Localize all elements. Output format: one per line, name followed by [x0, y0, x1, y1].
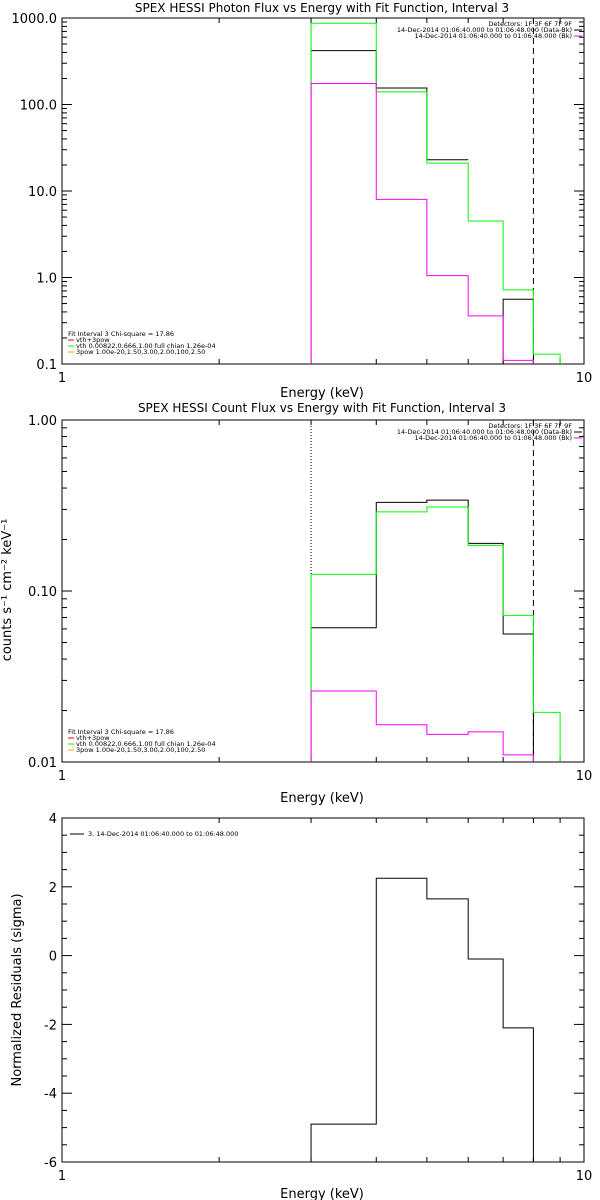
photon-flux-y-tick-label: 100.0	[20, 99, 57, 114]
photon-flux-y-tick-label: 10.0	[28, 185, 57, 200]
photon-flux-fit-legend-entry: Fit Interval 3 Chi-square = 17.86	[68, 330, 174, 338]
count-flux-x-tick-label: 10	[576, 769, 593, 784]
photon-flux-fit-legend-entry: vth 0.00822,0.666,1.00 full chian 1.26e-…	[76, 342, 216, 350]
count-flux-series-0	[310, 499, 534, 762]
residuals-xlabel: Energy (keV)	[280, 1187, 364, 1200]
count-flux-xlabel: Energy (keV)	[280, 791, 364, 806]
residuals-frame	[61, 817, 585, 1163]
count-flux-series-1	[310, 506, 561, 762]
count-flux-frame	[61, 419, 585, 763]
residuals-y-tick-label: 0	[49, 950, 57, 965]
photon-flux-fit-legend-entry: vth+3pow	[76, 336, 110, 344]
count-flux-y-tick-label: 0.01	[28, 756, 57, 771]
count-flux-title: SPEX HESSI Count Flux vs Energy with Fit…	[138, 401, 506, 415]
residuals-y-tick-label: -4	[44, 1087, 57, 1102]
count-flux-legend-entry: 14-Dec-2014 01:06:40.000 to 01:06:48.000…	[397, 428, 572, 436]
photon-flux-panel: SPEX HESSI Photon Flux vs Energy with Fi…	[12, 1, 593, 401]
count-flux-y-tick-label: 0.10	[28, 585, 57, 600]
count-flux-ylabel: counts s⁻¹ cm⁻² keV⁻¹	[0, 519, 15, 662]
count-flux-fit-legend-entry: vth+3pow	[76, 734, 110, 742]
photon-flux-title: SPEX HESSI Photon Flux vs Energy with Fi…	[135, 1, 509, 15]
count-flux-fit-legend-entry: vth 0.00822,0.666,1.00 full chian 1.26e-…	[76, 740, 216, 748]
residuals-y-tick-label: 4	[49, 812, 57, 827]
photon-flux-y-tick-label: 1.0	[36, 272, 57, 287]
residuals-y-tick-label: -6	[44, 1156, 57, 1171]
photon-flux-y-tick-label: 1000.0	[12, 12, 58, 27]
count-flux-legend-entry: 14-Dec-2014 01:06:40.000 to 01:06:48.000…	[415, 434, 573, 442]
count-flux-x-tick-label: 1	[58, 769, 66, 784]
photon-flux-series-1	[310, 22, 561, 364]
residuals-ylabel: Normalized Residuals (sigma)	[10, 893, 25, 1086]
residuals-legend-entry: 3. 14-Dec-2014 01:06:40.000 to 01:06:48.…	[88, 830, 238, 838]
count-flux-fit-legend-entry: 3pow 1.00e-20,1.50,3.00,2.00,100,2.50	[76, 746, 205, 754]
photon-flux-legend-entry: 14-Dec-2014 01:06:40.000 to 01:06:48.000…	[397, 26, 572, 34]
count-flux-legend-entry: Detectors: 1F 3F 6F 7F 9F	[488, 422, 572, 430]
photon-flux-series-0	[310, 50, 534, 364]
photon-flux-xlabel: Energy (keV)	[280, 386, 364, 401]
count-flux-fit-legend-entry: Fit Interval 3 Chi-square = 17.86	[68, 728, 174, 736]
photon-flux-y-tick-label: 0.1	[36, 358, 57, 373]
residuals-x-tick-label: 10	[576, 1169, 593, 1184]
residuals-series-0	[310, 877, 534, 1162]
residuals-panel: Energy (keV) Normalized Residuals (sigma…	[10, 812, 592, 1200]
residuals-x-tick-label: 1	[58, 1169, 66, 1184]
count-flux-series-2	[310, 690, 534, 762]
photon-flux-fit-legend-entry: 3pow 1.00e-20,1.50,3.00,2.00,100,2.50	[76, 348, 205, 356]
photon-flux-legend-entry: Detectors: 1F 3F 6F 7F 9F	[488, 20, 572, 28]
count-flux-panel: SPEX HESSI Count Flux vs Energy with Fit…	[0, 401, 592, 806]
photon-flux-frame	[61, 17, 585, 365]
photon-flux-x-tick-label: 10	[576, 371, 593, 386]
residuals-y-tick-label: -2	[44, 1018, 57, 1033]
photon-flux-x-tick-label: 1	[58, 371, 66, 386]
count-flux-y-tick-label: 1.00	[28, 414, 57, 429]
photon-flux-legend-entry: 14-Dec-2014 01:06:40.000 to 01:06:48.000…	[415, 32, 573, 40]
residuals-y-tick-label: 2	[49, 881, 57, 896]
photon-flux-series-2	[310, 82, 534, 364]
